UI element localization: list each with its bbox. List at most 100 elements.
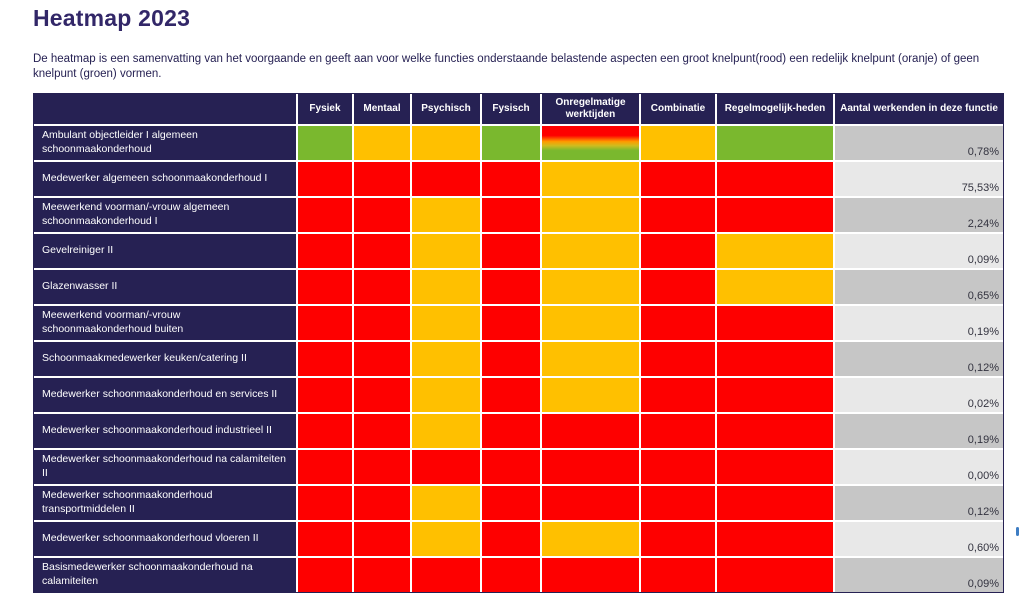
heatmap-cell-regelmogelijkheden — [717, 342, 833, 376]
heatmap-cell-onregelmatige-werktijden — [542, 450, 639, 484]
heatmap-cell-regelmogelijkheden — [717, 558, 833, 592]
heatmap-cell-fysiek — [298, 522, 352, 556]
heatmap-cell-regelmogelijkheden — [717, 270, 833, 304]
heatmap-cell-mentaal — [354, 162, 410, 196]
heatmap-cell-psychisch — [412, 558, 480, 592]
row-value: 0,02% — [835, 378, 1003, 412]
row-value: 0,09% — [835, 234, 1003, 268]
heatmap-cell-psychisch — [412, 126, 480, 160]
heatmap-cell-fysiek — [298, 126, 352, 160]
heatmap-cell-fysiek — [298, 162, 352, 196]
row-value: 2,24% — [835, 198, 1003, 232]
heatmap-cell-regelmogelijkheden — [717, 522, 833, 556]
corner-header-cell — [34, 94, 296, 124]
heatmap-cell-fysisch — [482, 378, 540, 412]
heatmap-cell-regelmogelijkheden — [717, 414, 833, 448]
heatmap-cell-fysiek — [298, 558, 352, 592]
heatmap-cell-combinatie — [641, 342, 715, 376]
row-value: 75,53% — [835, 162, 1003, 196]
heatmap-cell-fysisch — [482, 486, 540, 520]
row-value: 0,19% — [835, 414, 1003, 448]
row-label: Meewerkend voorman/-vrouw algemeen schoo… — [34, 198, 296, 232]
heatmap-cell-mentaal — [354, 486, 410, 520]
heatmap-cell-fysisch — [482, 450, 540, 484]
heatmap-cell-mentaal — [354, 342, 410, 376]
heatmap-cell-onregelmatige-werktijden — [542, 378, 639, 412]
row-label: Basismedewerker schoonmaakonderhoud na c… — [34, 558, 296, 592]
heatmap-cell-psychisch — [412, 198, 480, 232]
heatmap-cell-onregelmatige-werktijden — [542, 126, 639, 160]
page-title: Heatmap 2023 — [33, 5, 191, 31]
column-header-mentaal: Mentaal — [354, 94, 410, 124]
column-header-regelmogelijkheden: Regelmogelijk-heden — [717, 94, 833, 124]
row-value: 0,12% — [835, 486, 1003, 520]
heatmap-cell-combinatie — [641, 378, 715, 412]
heatmap-cell-onregelmatige-werktijden — [542, 522, 639, 556]
row-value: 0,19% — [835, 306, 1003, 340]
heatmap-cell-regelmogelijkheden — [717, 234, 833, 268]
column-header-fysisch: Fysisch — [482, 94, 540, 124]
heatmap-cell-onregelmatige-werktijden — [542, 270, 639, 304]
heatmap-cell-psychisch — [412, 306, 480, 340]
stray-annotation-mark — [1016, 527, 1019, 536]
row-value: 0,78% — [835, 126, 1003, 160]
heatmap-cell-onregelmatige-werktijden — [542, 414, 639, 448]
row-label: Gevelreiniger II — [34, 234, 296, 268]
heatmap-cell-psychisch — [412, 342, 480, 376]
heatmap-description: De heatmap is een samenvatting van het v… — [33, 53, 980, 80]
heatmap-cell-combinatie — [641, 126, 715, 160]
heatmap-cell-mentaal — [354, 450, 410, 484]
heatmap-cell-combinatie — [641, 450, 715, 484]
row-value: 0,12% — [835, 342, 1003, 376]
heatmap-cell-combinatie — [641, 270, 715, 304]
heatmap-cell-combinatie — [641, 558, 715, 592]
row-label: Medewerker algemeen schoonmaakonderhoud … — [34, 162, 296, 196]
heatmap-cell-mentaal — [354, 270, 410, 304]
heatmap-cell-onregelmatige-werktijden — [542, 162, 639, 196]
heatmap-cell-psychisch — [412, 270, 480, 304]
row-label: Medewerker schoonmaakonderhoud vloeren I… — [34, 522, 296, 556]
heatmap-cell-fysisch — [482, 342, 540, 376]
heatmap-cell-fysiek — [298, 414, 352, 448]
row-label: Schoonmaakmedewerker keuken/catering II — [34, 342, 296, 376]
column-header-fysiek: Fysiek — [298, 94, 352, 124]
heatmap-cell-psychisch — [412, 162, 480, 196]
heatmap-cell-regelmogelijkheden — [717, 162, 833, 196]
heatmap-cell-fysiek — [298, 450, 352, 484]
heatmap-cell-onregelmatige-werktijden — [542, 198, 639, 232]
row-value: 0,60% — [835, 522, 1003, 556]
heatmap-cell-regelmogelijkheden — [717, 126, 833, 160]
heatmap-cell-fysiek — [298, 234, 352, 268]
heatmap-cell-psychisch — [412, 234, 480, 268]
heatmap-cell-mentaal — [354, 234, 410, 268]
heatmap-cell-mentaal — [354, 522, 410, 556]
heatmap-cell-fysisch — [482, 270, 540, 304]
heatmap-cell-psychisch — [412, 378, 480, 412]
heatmap-cell-regelmogelijkheden — [717, 486, 833, 520]
heatmap-cell-mentaal — [354, 378, 410, 412]
row-value: 0,09% — [835, 558, 1003, 592]
heatmap-cell-fysisch — [482, 522, 540, 556]
heatmap-cell-onregelmatige-werktijden — [542, 558, 639, 592]
heatmap-cell-fysisch — [482, 306, 540, 340]
heatmap-cell-fysiek — [298, 378, 352, 412]
heatmap-cell-mentaal — [354, 198, 410, 232]
heatmap-cell-combinatie — [641, 522, 715, 556]
heatmap-cell-psychisch — [412, 522, 480, 556]
heatmap-cell-combinatie — [641, 306, 715, 340]
heatmap-cell-fysisch — [482, 234, 540, 268]
heatmap-cell-fysisch — [482, 414, 540, 448]
column-header-aantal-werkenden: Aantal werkenden in deze functie — [835, 94, 1003, 124]
heatmap-cell-psychisch — [412, 486, 480, 520]
column-header-onregelmatige-werktijden: Onregelmatige werktijden — [542, 94, 639, 124]
heatmap-cell-combinatie — [641, 234, 715, 268]
heatmap-cell-fysisch — [482, 126, 540, 160]
heatmap-cell-mentaal — [354, 306, 410, 340]
column-header-combinatie: Combinatie — [641, 94, 715, 124]
heatmap-cell-regelmogelijkheden — [717, 450, 833, 484]
row-label: Medewerker schoonmaakonderhoud na calami… — [34, 450, 296, 484]
row-label: Medewerker schoonmaakonderhoud transport… — [34, 486, 296, 520]
heatmap-cell-fysiek — [298, 198, 352, 232]
heatmap-cell-onregelmatige-werktijden — [542, 486, 639, 520]
heatmap-cell-fysisch — [482, 198, 540, 232]
